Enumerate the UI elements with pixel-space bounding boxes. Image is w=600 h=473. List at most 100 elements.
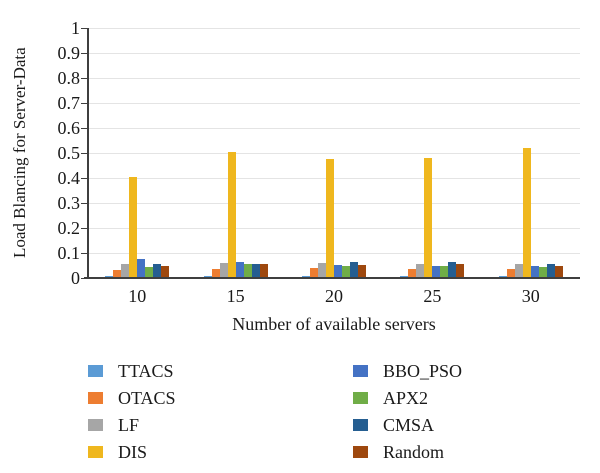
y-axis-line [87,28,89,278]
y-tick-label: 0.9 [57,43,81,63]
legend-item-CMSA: CMSA [353,411,462,438]
bar-Random-20 [357,265,366,278]
legend-swatch-icon [353,364,368,377]
gridline [88,253,580,254]
y-axis-title: Load Blancing for Server-Data [10,47,29,259]
legend-label: DIS [118,441,148,462]
bar-TTACS-10 [105,275,114,278]
bar-Random-25 [456,264,465,278]
y-tick-mark [81,128,88,129]
bar-APX2-10 [145,266,154,278]
bar-DIS-25 [424,158,433,278]
plot-area [88,28,580,278]
bar-BBO_PSO-25 [432,265,441,278]
legend-column-left: TTACS OTACS LF DIS [88,357,176,465]
y-tick-label: 0.7 [57,93,81,113]
bar-BBO_PSO-30 [530,265,539,278]
bar-LF-30 [514,264,523,278]
gridline [88,128,580,129]
bar-group-15 [186,28,284,278]
bar-OTACS-10 [113,270,122,278]
y-tick-mark [81,228,88,229]
bar-LF-20 [317,263,326,278]
x-tick-label: 15 [226,286,245,306]
legend-label: Random [383,441,444,462]
bar-TTACS-15 [203,275,212,278]
bar-TTACS-25 [400,275,409,278]
bar-DIS-15 [227,151,236,278]
legend-swatch-icon [353,418,368,431]
legend-label: BBO_PSO [383,360,463,381]
y-tick-mark [81,53,88,54]
legend-label: CMSA [383,414,435,435]
y-tick-label: 0.8 [57,68,81,88]
legend-swatch-icon [88,445,103,458]
y-tick-mark [81,203,88,204]
x-axis-line [84,277,580,279]
legend-swatch-icon [88,391,103,404]
legend-label: APX2 [383,387,429,408]
bar-OTACS-25 [408,269,417,278]
y-tick-label: 0.2 [57,218,81,238]
y-tick-mark [81,103,88,104]
legend-item-Random: Random [353,438,462,465]
y-tick-label: 0.1 [57,243,81,263]
bar-group-30 [482,28,580,278]
legend-label: LF [118,414,140,435]
x-tick-label: 20 [324,286,343,306]
legend-swatch-icon [353,391,368,404]
legend-swatch-icon [353,445,368,458]
x-tick-label: 10 [128,286,147,306]
y-tick-label: 0 [71,268,80,288]
bar-CMSA-25 [448,262,457,278]
bar-OTACS-20 [309,268,318,278]
bar-CMSA-15 [251,264,260,278]
x-axis-title: Number of available servers [232,314,436,334]
bar-LF-15 [219,263,228,278]
gridline [88,153,580,154]
bar-BBO_PSO-10 [137,258,146,278]
legend-item-BBO_PSO: BBO_PSO [353,357,462,384]
bar-DIS-10 [129,176,138,278]
bar-CMSA-30 [546,264,555,278]
bar-BBO_PSO-15 [235,261,244,278]
bar-APX2-15 [243,264,252,278]
y-tick-label: 1 [71,18,80,38]
legend-label: OTACS [118,387,176,408]
bar-LF-25 [416,263,425,278]
gridline [88,53,580,54]
bar-Random-30 [554,265,563,278]
legend-item-LF: LF [88,411,176,438]
x-tick-label: 30 [521,286,540,306]
bar-group-20 [285,28,383,278]
x-tick-label: 25 [423,286,442,306]
y-tick-mark [81,78,88,79]
legend-item-TTACS: TTACS [88,357,176,384]
y-tick-label: 0.3 [57,193,81,213]
legend-item-APX2: APX2 [353,384,462,411]
bar-APX2-30 [538,266,547,278]
bar-group-10 [88,28,186,278]
legend-item-DIS: DIS [88,438,176,465]
y-tick-mark [81,178,88,179]
gridline [88,28,580,29]
legend-swatch-icon [88,364,103,377]
gridline [88,78,580,79]
bar-group-25 [383,28,481,278]
y-tick-mark [81,278,88,279]
bar-CMSA-20 [349,261,358,278]
y-tick-label: 0.5 [57,143,81,163]
gridline [88,203,580,204]
gridline [88,228,580,229]
bar-DIS-30 [522,148,531,278]
y-tick-mark [81,153,88,154]
bar-LF-10 [121,263,130,278]
legend-label: TTACS [118,360,174,381]
bar-DIS-20 [325,158,334,278]
bar-OTACS-30 [506,269,515,278]
y-tick-label: 0.6 [57,118,81,138]
y-tick-label: 0.4 [57,168,81,188]
bar-Random-10 [161,266,170,278]
legend-swatch-icon [88,418,103,431]
